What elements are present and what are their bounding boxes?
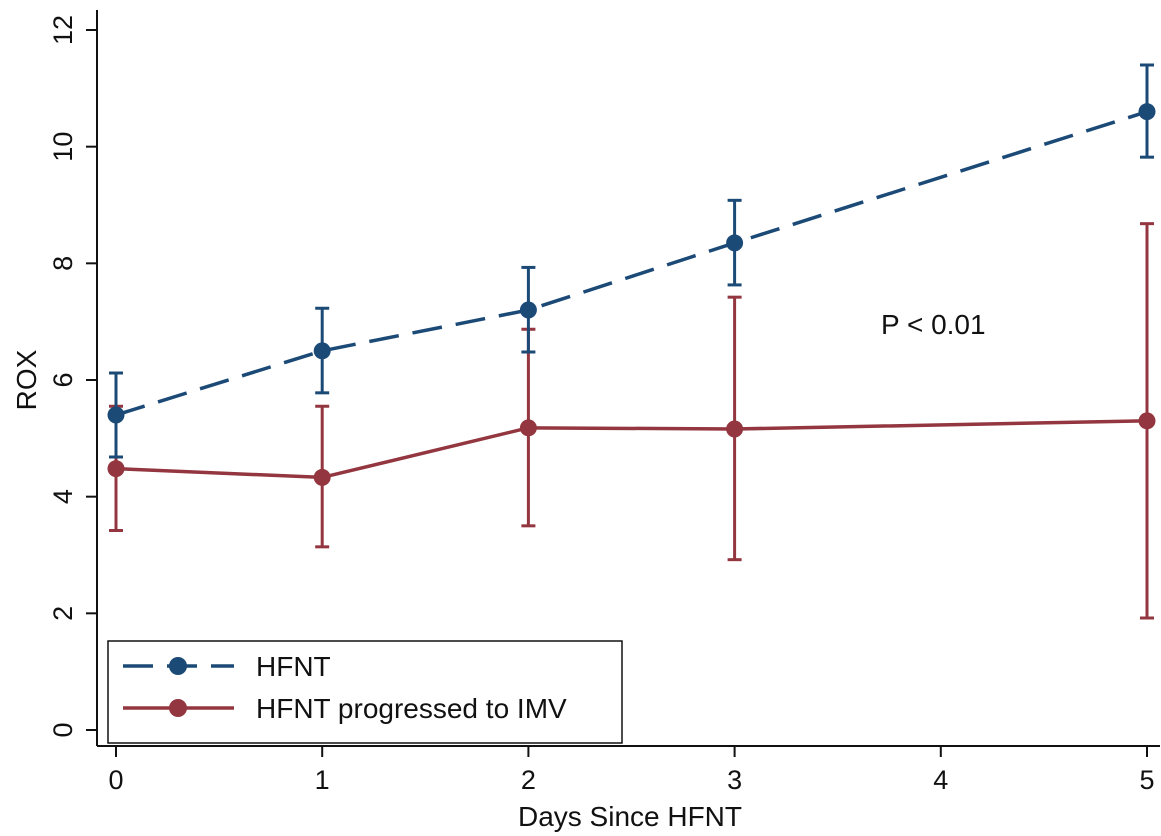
- x-ticks: 0 1 2 3 4 5: [108, 746, 1155, 795]
- y-tick-label: 2: [48, 606, 78, 621]
- y-ticks: 0 2 4 6 8 10 12: [48, 15, 97, 738]
- legend-swatch-hfnt-imv-marker: [169, 699, 187, 717]
- y-tick-label: 12: [48, 15, 78, 45]
- legend: HFNT HFNT progressed to IMV: [107, 640, 623, 744]
- x-tick-label: 2: [521, 765, 536, 795]
- data-point: [313, 468, 331, 486]
- series-line: [115, 109, 1148, 417]
- legend-swatch-hfnt-marker: [169, 657, 187, 675]
- legend-label-hfnt: HFNT: [256, 651, 331, 682]
- y-tick-label: 6: [48, 372, 78, 387]
- data-point: [726, 420, 744, 438]
- p-value-annotation: P < 0.01: [881, 309, 986, 340]
- axes-layer: [96, 10, 1160, 747]
- y-tick-label: 8: [48, 256, 78, 271]
- series-layer: [107, 63, 1156, 620]
- data-point: [1138, 103, 1156, 121]
- data-point: [107, 406, 125, 424]
- y-tick-label: 10: [48, 132, 78, 162]
- x-axis-title: Days Since HFNT: [518, 801, 742, 832]
- series-hfnt: [107, 63, 1156, 459]
- y-axis-title: ROX: [11, 349, 42, 410]
- legend-box: [107, 640, 623, 744]
- series-line: [115, 419, 1148, 480]
- data-point: [519, 419, 537, 437]
- series-hfnt-imv: [107, 222, 1156, 620]
- data-point: [313, 342, 331, 360]
- y-tick-label: 4: [48, 489, 78, 504]
- data-point: [519, 301, 537, 319]
- data-point: [107, 460, 125, 478]
- legend-entry-hfnt-imv: HFNT progressed to IMV: [123, 693, 567, 724]
- x-tick-label: 0: [108, 765, 123, 795]
- data-point: [1138, 412, 1156, 430]
- legend-label-hfnt-imv: HFNT progressed to IMV: [256, 693, 567, 724]
- legend-entry-hfnt: HFNT: [123, 651, 331, 682]
- x-tick-label: 5: [1139, 765, 1154, 795]
- x-tick-label: 1: [315, 765, 330, 795]
- data-point: [726, 234, 744, 252]
- y-tick-label: 0: [48, 722, 78, 737]
- x-tick-label: 4: [933, 765, 948, 795]
- x-tick-label: 3: [727, 765, 742, 795]
